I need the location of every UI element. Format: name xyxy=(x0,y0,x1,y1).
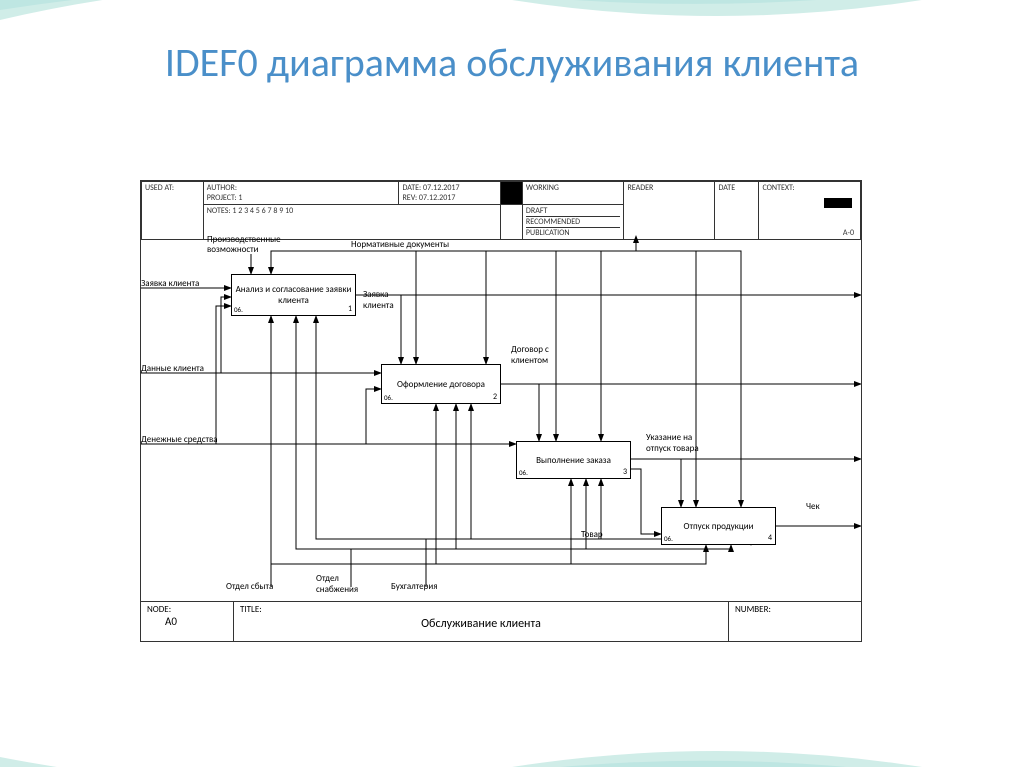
arrow-label-10: Указание на xyxy=(646,432,692,443)
arrow-label-3: Заявка клиента xyxy=(141,278,199,289)
arrow-label-17: Бухгалтерия xyxy=(391,581,437,592)
edge-33 xyxy=(426,479,601,587)
edge-4 xyxy=(416,251,461,364)
hdr-project-value: 1 xyxy=(238,193,242,203)
hdr-context: CONTEXT: xyxy=(762,183,794,193)
ftr-number: NUMBER: xyxy=(729,602,861,641)
arrow-label-13: Чек xyxy=(806,501,820,512)
idef0-footer: NODE: A0 TITLE: Обслуживание клиента NUM… xyxy=(141,601,861,641)
edge-32 xyxy=(426,404,471,587)
context-box-icon xyxy=(824,198,852,208)
edge-21 xyxy=(631,469,661,534)
arrow-label-12: Товар xyxy=(581,529,603,540)
idef0-box-3: Выполнение заказа06.3 xyxy=(516,441,631,479)
ftr-node-value: A0 xyxy=(147,615,177,628)
hdr-rev-value: 07.12.2017 xyxy=(419,193,455,203)
edge-5 xyxy=(461,251,486,364)
arrow-label-4: Заявка xyxy=(363,289,389,300)
arrow-label-11: отпуск товара xyxy=(646,443,699,454)
edge-31 xyxy=(316,316,426,587)
hdr-date-label: DATE: xyxy=(402,183,421,193)
edge-28 xyxy=(351,404,456,587)
arrow-label-7: Договор с xyxy=(511,344,549,355)
edge-3 xyxy=(461,236,636,251)
hdr-project-label: PROJECT: xyxy=(207,193,237,203)
idef0-box-2: Оформление договора06.2 xyxy=(381,364,501,404)
hdr-notes-label: NOTES: xyxy=(207,206,231,216)
hdr-notes-value: 1 2 3 4 5 6 7 8 9 10 xyxy=(232,206,293,216)
ftr-node-label: NODE: xyxy=(147,604,171,615)
arrow-label-9: Денежные средства xyxy=(141,434,218,445)
page-title: IDEF0 диаграмма обслуживания клиента xyxy=(0,40,1024,86)
edge-34 xyxy=(426,539,751,587)
hdr-status-1: DRAFT xyxy=(526,206,621,217)
edge-17 xyxy=(141,306,231,444)
hdr-status-0: WORKING xyxy=(522,182,624,205)
wave-bottom xyxy=(0,707,1024,767)
arrow-label-14: Отдел сбыта xyxy=(226,581,273,592)
idef0-box-4: Отпуск продукции06.4 xyxy=(661,507,776,545)
arrow-label-5: клиента xyxy=(363,300,394,311)
arrow-label-15: Отдел xyxy=(316,573,339,584)
hdr-status-2: RECOMMENDED xyxy=(526,217,621,228)
hdr-date-value: 07.12.2017 xyxy=(423,183,459,193)
edge-27 xyxy=(296,316,351,587)
edge-2 xyxy=(271,251,461,274)
arrow-label-6: Данные клиента xyxy=(141,363,204,374)
arrow-label-1: возможности xyxy=(207,244,259,255)
hdr-rev-label: REV: xyxy=(402,193,417,203)
idef0-frame: USED AT: AUTHOR: PROJECT: 1 DATE: 07.12.… xyxy=(140,180,862,642)
edge-24 xyxy=(271,404,436,587)
ftr-title-value: Обслуживание клиента xyxy=(240,617,722,631)
arrow-label-2: Нормативные документы xyxy=(351,239,449,250)
idef0-box-1: Анализ и согласование заявки клиента06.1 xyxy=(231,274,356,316)
edge-19 xyxy=(631,459,681,507)
hdr-author: AUTHOR: xyxy=(207,183,237,193)
edge-25 xyxy=(271,479,571,587)
edge-13 xyxy=(141,297,231,373)
arrow-label-8: клиентом xyxy=(511,355,548,366)
edge-29 xyxy=(351,479,586,587)
ftr-title-label: TITLE: xyxy=(240,604,262,615)
idef0-canvas: Анализ и согласование заявки клиента06.1… xyxy=(141,229,861,603)
edge-14 xyxy=(501,384,539,441)
arrow-label-16: снабжения xyxy=(316,584,358,595)
